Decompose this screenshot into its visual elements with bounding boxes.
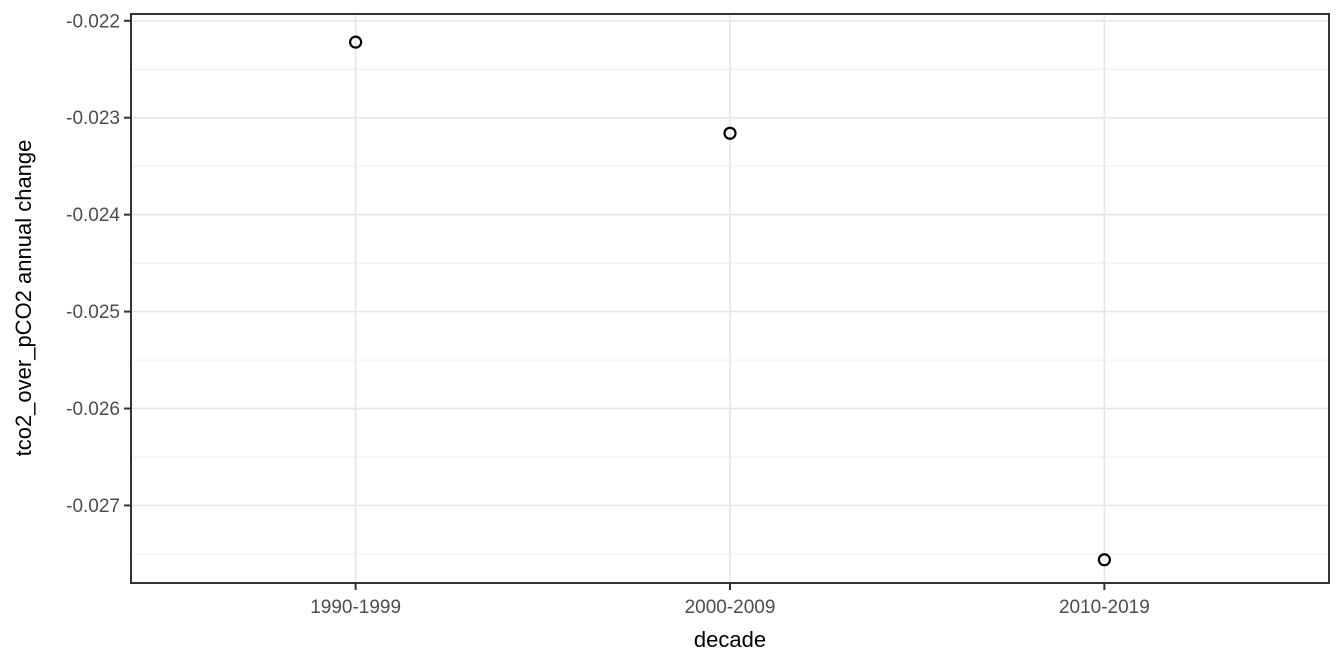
x-tick-label: 1990-1999 — [310, 597, 401, 618]
y-tick-label: -0.027 — [66, 496, 120, 517]
y-tick-label: -0.023 — [66, 108, 120, 129]
x-axis-title: decade — [693, 627, 767, 652]
y-tick-label: -0.022 — [66, 11, 120, 32]
data-point — [349, 35, 363, 49]
y-tick-label: -0.024 — [66, 205, 120, 226]
y-tick-label: -0.025 — [66, 302, 120, 323]
data-point — [1097, 553, 1111, 567]
x-tick-label: 2010-2019 — [1059, 597, 1150, 618]
x-tick-label: 2000-2009 — [685, 597, 776, 618]
y-axis-title-text: tco2_over_pCO2 annual change — [11, 139, 36, 457]
data-point — [723, 126, 737, 140]
y-tick-label: -0.026 — [66, 399, 120, 420]
